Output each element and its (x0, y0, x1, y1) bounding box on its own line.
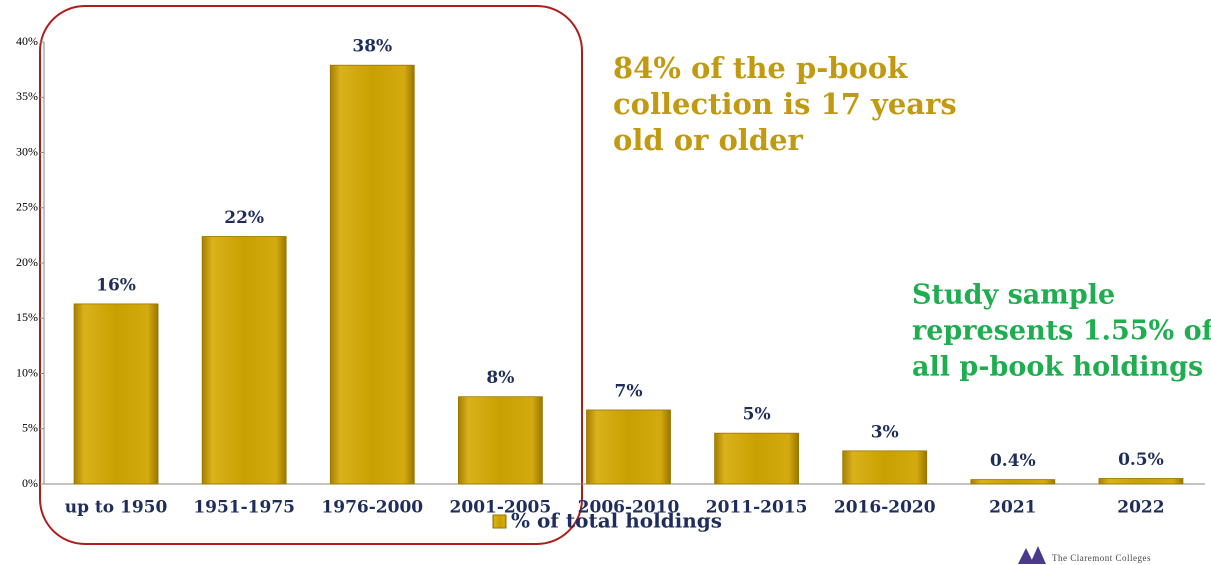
value-label: 7% (615, 381, 643, 401)
x-tick-label: 2022 (1117, 498, 1164, 518)
x-tick-label: up to 1950 (65, 498, 168, 518)
y-tick-label: 20% (16, 255, 38, 269)
bar (73, 303, 159, 485)
value-label: 8% (486, 368, 514, 388)
bar (970, 479, 1056, 485)
x-tick-label: 2016-2020 (834, 498, 936, 518)
y-tick-label: 5% (22, 421, 38, 435)
y-tick-label: 40% (16, 34, 38, 48)
legend-label: % of total holdings (511, 509, 722, 533)
bar (201, 236, 287, 485)
y-tick-label: 35% (16, 89, 38, 103)
highlight-box (39, 5, 583, 545)
bar (714, 432, 800, 485)
x-tick-label: 1976-2000 (321, 498, 423, 518)
y-tick-label: 25% (16, 200, 38, 214)
annotation: all p-book holdings (912, 352, 1203, 383)
logo-text: The Claremont Colleges (1052, 553, 1151, 563)
bar (457, 396, 543, 485)
y-tick-label: 10% (16, 365, 38, 379)
bar (586, 409, 671, 485)
bar (1098, 478, 1184, 485)
y-tick-label: 0% (22, 476, 38, 490)
value-label: 16% (96, 275, 136, 295)
value-label: 3% (871, 422, 899, 442)
y-tick-label: 15% (16, 310, 38, 324)
annotation: collection is 17 years (613, 87, 957, 121)
legend-swatch (492, 514, 507, 529)
bar (329, 64, 415, 485)
x-tick-label: 2011-2015 (706, 498, 808, 518)
value-label: 38% (352, 37, 392, 57)
value-label: 0.4% (990, 451, 1036, 471)
x-tick-label: 2021 (989, 498, 1036, 518)
value-label: 22% (224, 208, 264, 228)
bar (842, 450, 928, 485)
annotation: old or older (613, 123, 804, 157)
x-tick-label: 2006-2010 (578, 498, 680, 518)
logo-mark (1018, 546, 1046, 564)
x-tick-label: 1951-1975 (193, 498, 295, 518)
y-tick-label: 30% (16, 144, 38, 158)
annotation: represents 1.55% of (912, 316, 1211, 347)
annotation: Study sample (912, 280, 1115, 311)
value-label: 0.5% (1118, 450, 1164, 470)
value-label: 5% (743, 405, 771, 425)
annotation: 84% of the p-book (613, 51, 908, 85)
x-tick-label: 2001-2005 (450, 498, 552, 518)
